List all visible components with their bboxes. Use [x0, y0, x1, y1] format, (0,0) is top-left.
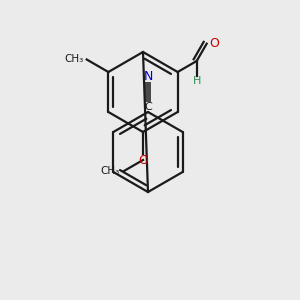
Text: CH₃: CH₃ — [64, 55, 84, 64]
Text: H: H — [193, 76, 201, 86]
Text: O: O — [138, 154, 148, 166]
Text: O: O — [209, 37, 219, 50]
Text: N: N — [143, 70, 153, 83]
Text: C: C — [144, 102, 152, 112]
Text: CH₃: CH₃ — [101, 166, 120, 176]
